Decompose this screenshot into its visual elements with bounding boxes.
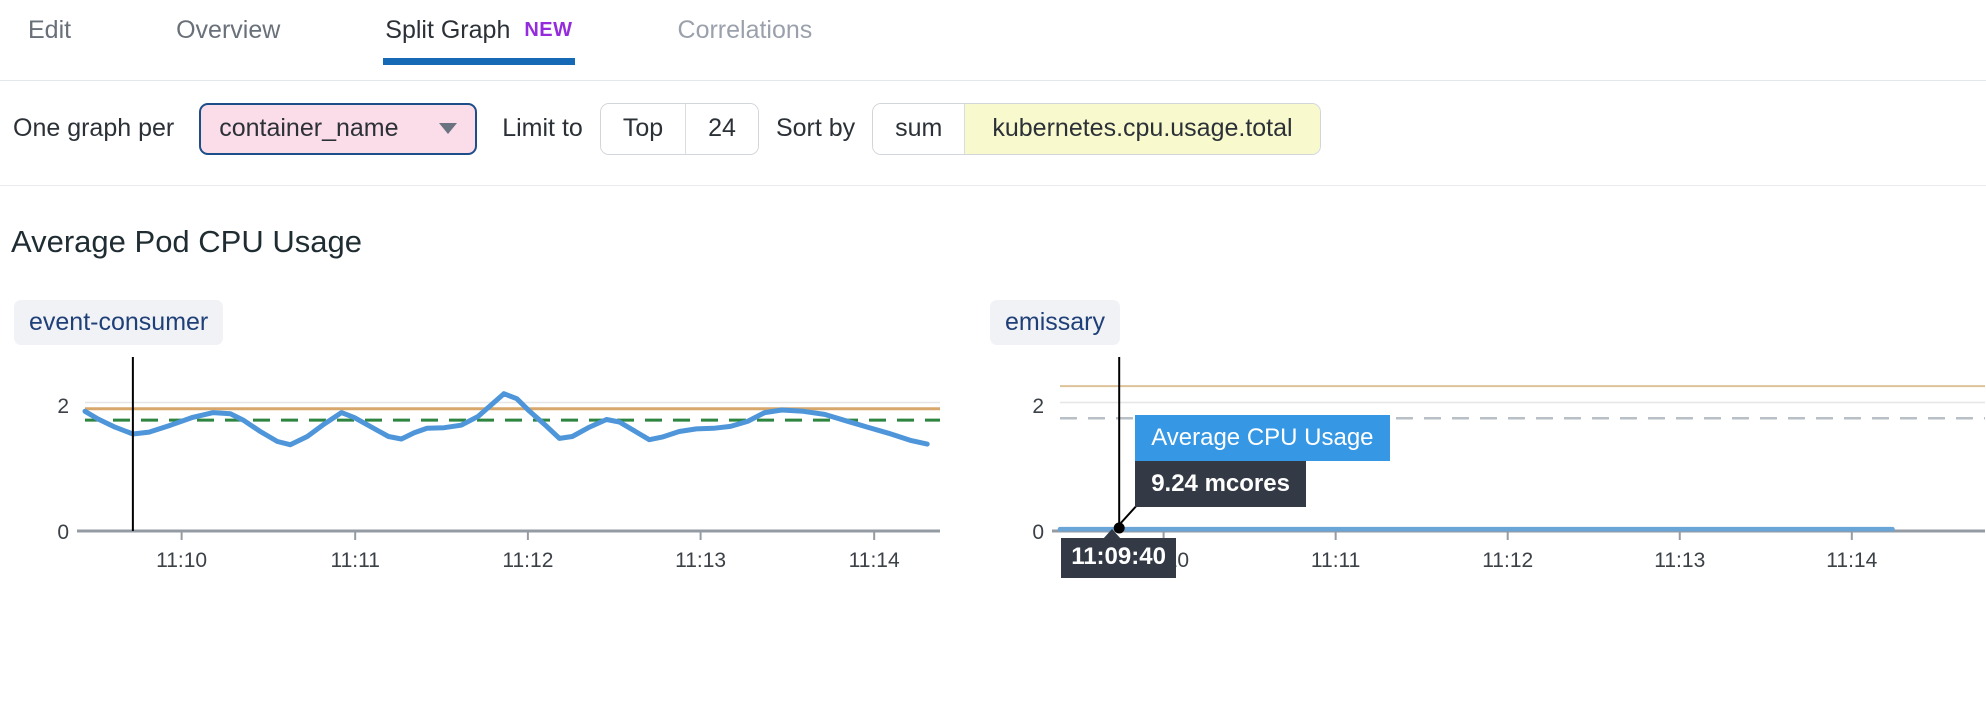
- tooltip-time-badge: 11:09:40: [1061, 529, 1176, 578]
- y-tick-label: 0: [57, 521, 69, 544]
- tab-bar: Edit Overview Split Graph NEW Correlatio…: [0, 0, 1986, 81]
- x-tick-label: 11:14: [1826, 549, 1877, 572]
- group-by-value: container_name: [219, 114, 399, 142]
- series-line-average-cpu-usage: [82, 391, 930, 448]
- limit-to-label: Limit to: [502, 114, 583, 142]
- chevron-down-icon: [439, 123, 458, 134]
- x-tick-label: 11:10: [156, 549, 207, 572]
- cpu-usage-chart[interactable]: 11:10 11:11 11:12 11:13 11:14 0 2: [14, 355, 960, 587]
- limit-count-field[interactable]: 24: [685, 103, 758, 154]
- page-title: Average Pod CPU Usage: [11, 224, 362, 259]
- tab-split-graph-label: Split Graph: [385, 16, 511, 44]
- x-tick-label: 11:11: [330, 549, 379, 572]
- one-graph-per-label: One graph per: [13, 114, 175, 142]
- split-graph-controls: One graph per container_name Limit to To…: [0, 82, 1986, 186]
- container-name-label[interactable]: emissary: [990, 300, 1121, 345]
- limit-group: Top 24: [599, 102, 759, 155]
- y-tick-label: 0: [1032, 521, 1044, 544]
- sort-by-label: Sort by: [775, 114, 856, 142]
- tab-correlations[interactable]: Correlations: [678, 16, 813, 65]
- tab-correlations-label: Correlations: [677, 16, 813, 44]
- sort-aggregator-button[interactable]: sum: [873, 103, 965, 154]
- x-tick-label: 11:11: [1311, 549, 1360, 572]
- chart-card-event-consumer: event-consumer 11:10 11:11 11:12 11:13 11:14 0…: [14, 300, 960, 590]
- tooltip-value: 9.24 mcores: [1135, 461, 1306, 507]
- tab-edit-label: Edit: [28, 16, 72, 44]
- sort-metric-field[interactable]: kubernetes.cpu.usage.total: [964, 103, 1320, 154]
- x-tick-label: 11:12: [502, 549, 553, 572]
- group-by-dropdown[interactable]: container_name: [199, 102, 478, 155]
- charts-row: event-consumer 11:10 11:11 11:12 11:13 11:14 0…: [0, 300, 1986, 600]
- tab-edit[interactable]: Edit: [28, 16, 71, 65]
- x-tick-label: 11:14: [849, 549, 900, 572]
- x-tick-label: 11:12: [1482, 549, 1533, 572]
- tooltip-time-notch: [1103, 529, 1122, 539]
- tab-split-graph[interactable]: Split Graph NEW: [383, 16, 575, 65]
- tab-overview-label: Overview: [176, 16, 281, 44]
- tooltip-series-title: Average CPU Usage: [1135, 415, 1390, 461]
- x-tick-label: 11:13: [1654, 549, 1705, 572]
- x-tick-label: 11:13: [675, 549, 726, 572]
- limit-type-button[interactable]: Top: [600, 103, 686, 154]
- sort-group: sum kubernetes.cpu.usage.total: [872, 102, 1321, 155]
- new-badge: NEW: [524, 19, 573, 41]
- y-tick-label: 2: [57, 395, 69, 418]
- tab-overview[interactable]: Overview: [176, 16, 280, 65]
- y-tick-label: 2: [1032, 395, 1044, 418]
- container-name-label[interactable]: event-consumer: [14, 300, 224, 345]
- chart-card-emissary: emissary11:1011:1111:1211:1311:1402Avera…: [990, 300, 1986, 590]
